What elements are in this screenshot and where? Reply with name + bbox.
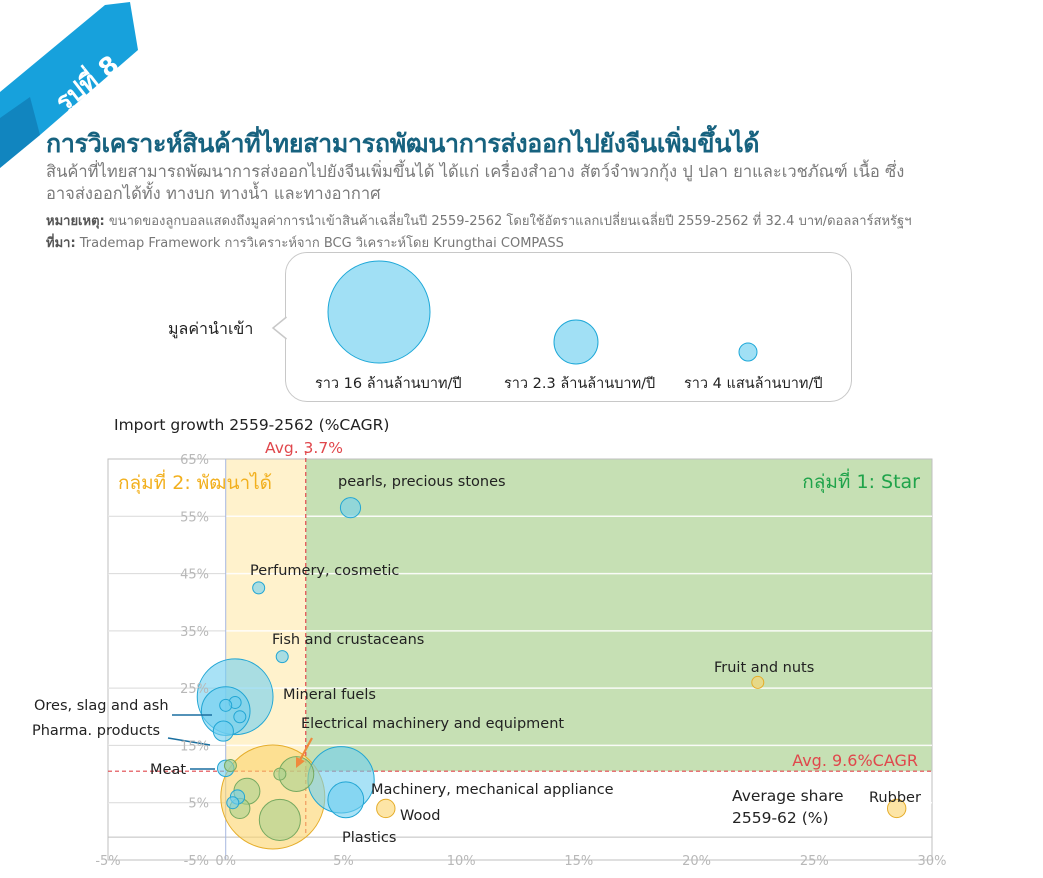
y-tick-label: -5% (184, 854, 209, 869)
bubble-unlabeled (273, 767, 287, 781)
y-tick-label: 25% (180, 682, 209, 697)
arrow-electrical-machinery (299, 737, 313, 761)
subtitle-line-1: สินค้าที่ไทยสามารถพัฒนาการส่งออกไปยังจีน… (46, 162, 905, 181)
quadrant-star-label: กลุ่มที่ 1: Star (802, 468, 920, 494)
label-meat: Meat (150, 762, 186, 778)
chart-text: Import growth 2559-2562 (%CAGR) Average s… (114, 416, 920, 827)
legend-item-large: ราว 16 ล้านล้านบาท/ปี (315, 376, 462, 392)
bubble-unlabeled (258, 798, 301, 841)
source-text: Trademap Framework การวิเคราะห์จาก BCG ว… (75, 236, 564, 251)
label-pharma-products: Pharma. products (32, 723, 160, 739)
x-tick-label: 5% (333, 854, 354, 869)
label-rubber: Rubber (869, 790, 921, 806)
label-fish-and-crustaceans: Fish and crustaceans (272, 632, 424, 648)
bubble-unlabeled (223, 758, 237, 772)
label-wood: Wood (400, 808, 440, 824)
bubble-unlabeled (233, 710, 247, 724)
legend-pointer (271, 316, 290, 340)
label-electrical-machinery-and-equipment: Electrical machinery and equipment (301, 716, 564, 732)
bubble-plastics (327, 781, 365, 819)
x-tick-label: 0% (215, 854, 236, 869)
bubble-wood (376, 798, 396, 819)
bubble-pearls-precious-stones (339, 497, 362, 519)
label-fruit-and-nuts: Fruit and nuts (714, 660, 814, 676)
note-label: หมายเหตุ: (46, 214, 105, 229)
quadrant-develop-label: กลุ่มที่ 2: พัฒนาได้ (118, 469, 272, 495)
quadrants (225, 459, 932, 772)
label-machinery-mechanical-appliance: Machinery, mechanical appliance (371, 782, 614, 798)
x-tick-label: 10% (447, 854, 476, 869)
tick-labels: -5% 0% 5% 10% 15% 20% 25% 30% -5% 5% 15% 25% 35% 45% 5… (95, 453, 946, 869)
legend-item-medium: ราว 2.3 ล้านล้านบาท/ปี (504, 376, 656, 392)
plot-frame (107, 458, 933, 861)
bubble-fish-and-crustaceans (275, 650, 289, 664)
subtitle-line-2: อาจส่งออกได้ทั้ง ทางบก ทางน้ำ และทางอากา… (46, 184, 381, 203)
figure-badge: รูปที่ 8 (0, 2, 138, 168)
x-tick-label: 20% (682, 854, 711, 869)
figure-title: การวิเคราะห์สินค้าที่ไทยสามารถพัฒนาการส่… (46, 129, 760, 158)
y-tick-label: 5% (188, 797, 209, 812)
y-axis-title: Import growth 2559-2562 (%CAGR) (114, 416, 389, 434)
label-ores-slag-and-ash: Ores, slag and ash (34, 698, 169, 714)
y-tick-label: 45% (180, 568, 209, 583)
legend-label: มูลค่านำเข้า (168, 319, 254, 338)
bubble-fruit-and-nuts (751, 675, 765, 689)
bubble-labels: pearls, precious stones Perfumery, cosmet… (32, 474, 921, 846)
note-text: ขนาดของลูกบอลแสดงถึงมูลค่าการนำเข้าสินค้… (104, 214, 912, 229)
bubbles (196, 497, 907, 850)
x-tick-label: -5% (95, 854, 120, 869)
y-tick-label: 15% (180, 739, 209, 754)
bubble-perfumery-cosmetic (252, 581, 266, 595)
note: หมายเหตุ: ขนาดของลูกบอลแสดงถึงมูลค่าการน… (46, 210, 912, 231)
avg-x-label: Avg. 3.7% (265, 439, 343, 457)
leader-line (167, 737, 211, 746)
avg-y-label: Avg. 9.6%CAGR (792, 751, 918, 770)
x-axis-title-line-2: 2559-62 (%) (732, 809, 829, 827)
average-lines (108, 451, 934, 835)
bubble-unlabeled (219, 698, 233, 712)
bubble-unlabeled (226, 796, 240, 810)
label-plastics: Plastics (342, 830, 396, 846)
y-tick-label: 35% (180, 625, 209, 640)
x-tick-label: 30% (918, 854, 947, 869)
y-tick-label: 65% (180, 453, 209, 468)
x-axis-title-line-1: Average share (732, 787, 844, 805)
source-label: ที่มา: (46, 236, 76, 251)
y-tick-label: 55% (180, 510, 209, 525)
source: ที่มา: Trademap Framework การวิเคราะห์จา… (46, 232, 564, 253)
legend-item-small: ราว 4 แสนล้านบาท/ปี (684, 376, 823, 392)
label-pearls-precious-stones: pearls, precious stones (338, 474, 506, 490)
quadrant-star (305, 459, 932, 772)
label-mineral-fuels: Mineral fuels (283, 687, 376, 703)
bubble-rubber (886, 798, 907, 819)
x-tick-label: 15% (564, 854, 593, 869)
label-perfumery-cosmetic: Perfumery, cosmetic (250, 563, 399, 579)
arrow-head (296, 757, 305, 768)
x-tick-label: 25% (800, 854, 829, 869)
bubble-pharma-products (212, 720, 234, 742)
